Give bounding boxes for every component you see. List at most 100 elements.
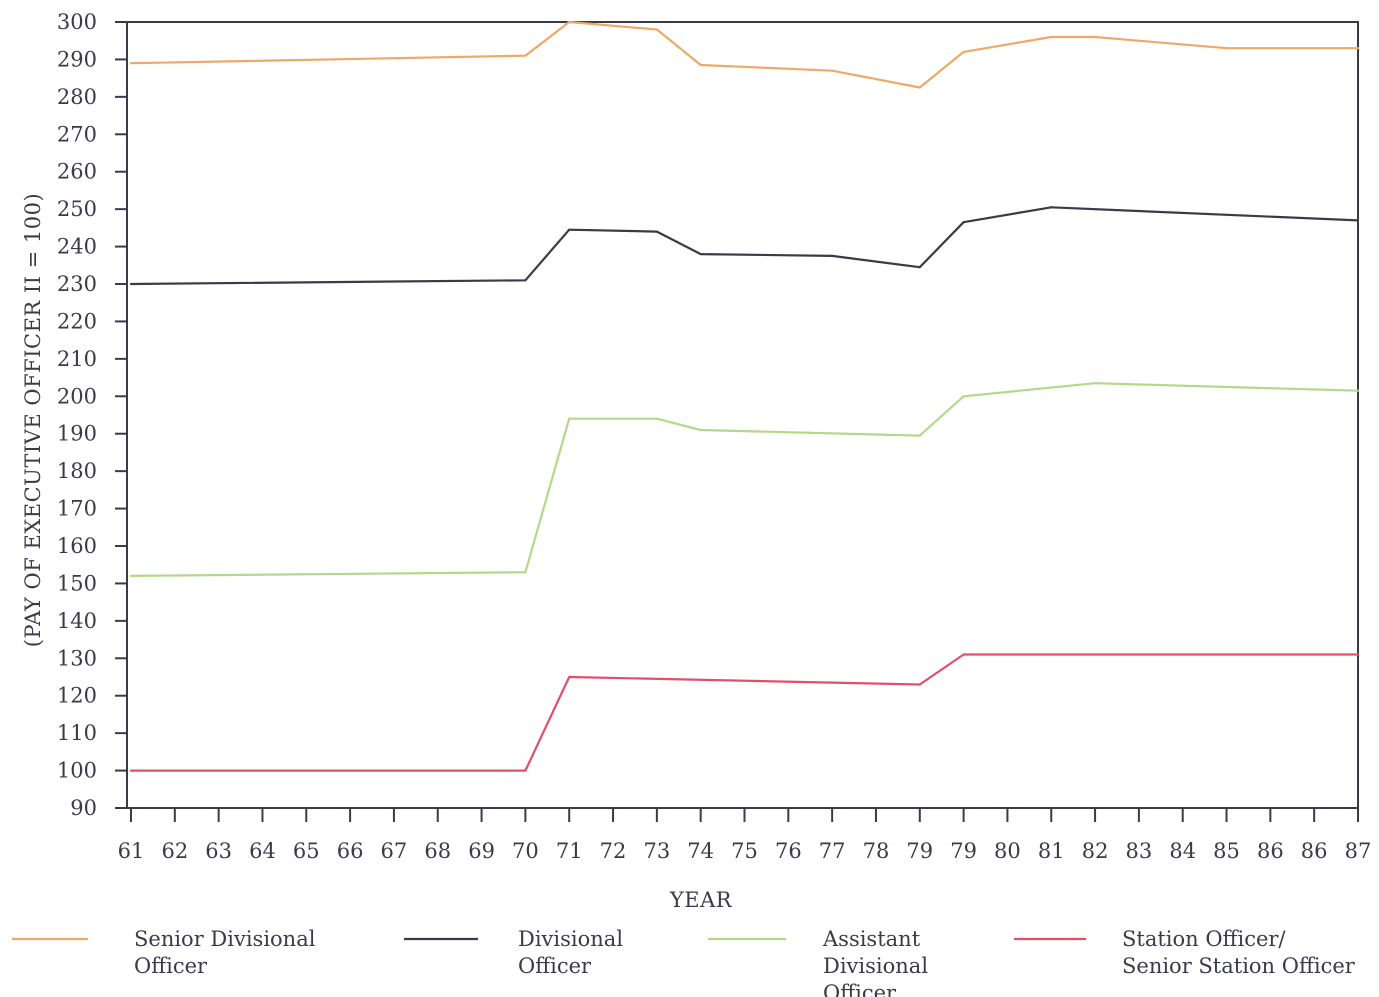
legend-label-2-line-2: Officer xyxy=(518,954,592,978)
x-tick-label-10: 71 xyxy=(556,839,583,863)
x-tick-label-0: 61 xyxy=(118,839,145,863)
series-line-1 xyxy=(130,20,1358,89)
series-1-point-11 xyxy=(1356,47,1360,50)
y-tick-label-270: 270 xyxy=(57,122,97,146)
y-tick-label-210: 210 xyxy=(57,347,97,371)
y-tick-label-180: 180 xyxy=(57,459,97,483)
x-tick-label-5: 66 xyxy=(337,839,364,863)
legend-item-1: Senior Divisional Officer xyxy=(12,927,316,978)
x-tick-label-11: 72 xyxy=(600,839,627,863)
legend-label-1-line-2: Officer xyxy=(134,954,208,978)
series-4-point-3 xyxy=(918,683,921,686)
series-line-3 xyxy=(130,382,1359,577)
y-tick-label-220: 220 xyxy=(57,309,97,333)
series-2-point-9 xyxy=(1356,219,1360,222)
series-1-point-9 xyxy=(1093,35,1097,39)
series-3-point-4 xyxy=(699,428,702,432)
x-tick-label-20: 80 xyxy=(994,839,1021,863)
x-tick-label-2: 63 xyxy=(205,839,232,863)
x-tick-label-9: 70 xyxy=(512,839,539,863)
series-2 xyxy=(129,206,1360,286)
y-tick-label-90: 90 xyxy=(70,796,97,820)
y-tick-label-130: 130 xyxy=(57,646,97,670)
y-tick-label-150: 150 xyxy=(57,571,97,595)
series-3-point-2 xyxy=(568,417,571,420)
y-tick-label-240: 240 xyxy=(57,235,97,259)
x-tick-label-7: 68 xyxy=(424,839,451,863)
x-tick-label-15: 76 xyxy=(775,839,802,863)
series-3 xyxy=(129,382,1360,578)
x-axis-title: YEAR xyxy=(669,888,733,912)
series-3-point-6 xyxy=(962,395,965,398)
x-tick-label-24: 84 xyxy=(1169,839,1196,863)
legend-label-3-line-1: Assistant xyxy=(822,927,921,951)
y-tick-label-190: 190 xyxy=(57,422,97,446)
series-1-point-8 xyxy=(1050,35,1053,39)
y-tick-label-170: 170 xyxy=(57,497,97,521)
series-1-point-0 xyxy=(129,62,133,65)
y-tick-label-280: 280 xyxy=(57,85,97,109)
x-tick-label-23: 83 xyxy=(1126,839,1153,863)
legend-label-3-line-3: Officer xyxy=(823,981,897,997)
x-tick-label-17: 78 xyxy=(863,839,890,863)
series-4-point-0 xyxy=(129,769,133,772)
legend-label-2-line-1: Divisional xyxy=(518,927,623,951)
y-tick-label-100: 100 xyxy=(57,759,97,783)
y-tick-label-200: 200 xyxy=(57,384,97,408)
series-line-4 xyxy=(131,653,1358,772)
series-1 xyxy=(129,20,1360,89)
x-tick-label-12: 73 xyxy=(643,839,670,863)
x-tick-label-13: 74 xyxy=(687,839,714,863)
legend-item-2: Divisional Officer xyxy=(404,927,623,978)
y-tick-label-300: 300 xyxy=(57,10,97,34)
series-1-point-7 xyxy=(962,50,965,54)
series-2-point-3 xyxy=(655,230,658,233)
series-2-point-0 xyxy=(129,282,133,286)
legend-item-4: Station Officer/Senior Station Officer xyxy=(1014,927,1356,978)
y-tick-label-250: 250 xyxy=(57,197,97,221)
x-tick-label-1: 62 xyxy=(161,839,188,863)
x-tick-label-8: 69 xyxy=(468,839,495,863)
x-tick-label-14: 75 xyxy=(731,839,758,863)
series-1-point-6 xyxy=(918,86,921,89)
series-4-point-1 xyxy=(524,769,527,772)
legend-label-3-line-2: Divisional xyxy=(823,954,928,978)
series-4-point-5 xyxy=(1356,653,1360,656)
y-tick-label-290: 290 xyxy=(57,47,97,71)
series-3-point-3 xyxy=(655,417,658,420)
series-3-point-7 xyxy=(1093,382,1097,385)
series-3-point-5 xyxy=(918,434,921,437)
series-3-point-1 xyxy=(524,571,527,574)
series-4 xyxy=(129,653,1360,772)
series-3-point-0 xyxy=(129,574,133,578)
x-tick-label-21: 81 xyxy=(1038,839,1065,863)
x-tick-label-18: 79 xyxy=(906,839,933,863)
series-2-point-5 xyxy=(831,254,834,258)
x-tick-label-4: 65 xyxy=(293,839,320,863)
series-2-point-4 xyxy=(699,252,702,256)
series-2-point-6 xyxy=(918,266,921,269)
x-tick-label-19: 79 xyxy=(950,839,977,863)
y-tick-label-140: 140 xyxy=(57,609,97,633)
series-2-point-1 xyxy=(524,279,527,282)
plot-border xyxy=(126,21,1359,809)
x-axis: 61 62 63 64 65 66 67 68 69 70 71 72 73 74 75 76 77 78 79 79… xyxy=(118,808,1371,863)
x-tick-label-27: 86 xyxy=(1301,839,1328,863)
legend: Senior Divisional Officer Divisional Office… xyxy=(12,927,1356,997)
series-3-point-8 xyxy=(1356,389,1360,392)
series-2-point-2 xyxy=(568,228,571,231)
series-2-point-7 xyxy=(962,221,965,224)
x-tick-label-6: 67 xyxy=(381,839,408,863)
y-tick-label-260: 260 xyxy=(57,160,97,184)
x-tick-label-16: 77 xyxy=(819,839,846,863)
y-axis: 90 100 110 120 130 140 150 160 170 180 190 200 210 22… xyxy=(57,10,127,820)
series-1-point-4 xyxy=(699,63,702,67)
legend-item-3: Assistant Divisional Officer xyxy=(708,927,928,997)
series-1-point-1 xyxy=(524,54,527,57)
series-4-point-2 xyxy=(568,675,571,679)
y-axis-title: (PAY OF EXECUTIVE OFFICER II = 100) xyxy=(21,193,45,647)
y-tick-label-230: 230 xyxy=(57,272,97,296)
legend-label-1-line-1: Senior Divisional xyxy=(134,927,316,951)
legend-label-4-line-2: Senior Station Officer xyxy=(1122,954,1356,978)
